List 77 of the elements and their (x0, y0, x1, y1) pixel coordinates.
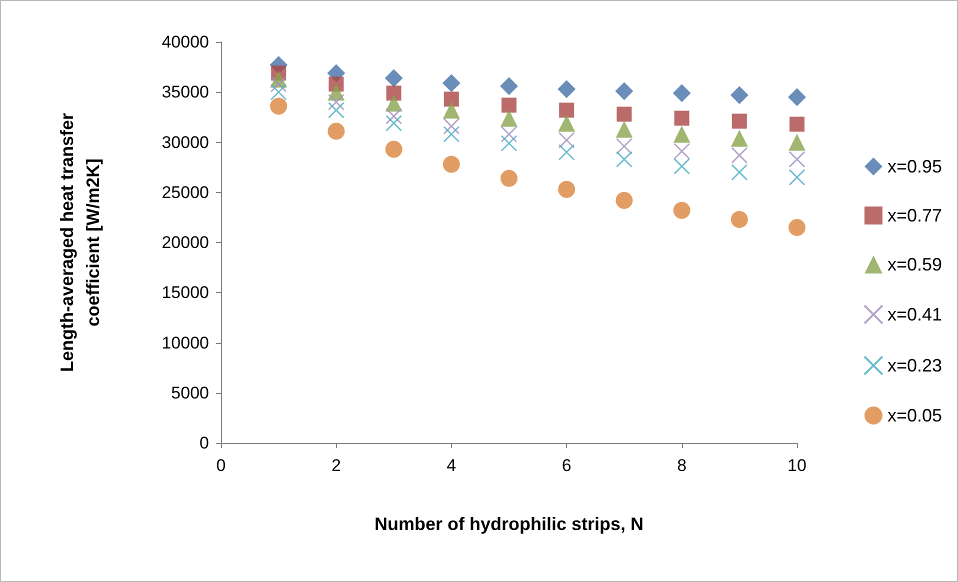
point (616, 192, 633, 209)
point (328, 102, 344, 118)
point (500, 77, 518, 96)
point (730, 130, 748, 147)
point (674, 143, 690, 160)
point (673, 126, 690, 143)
point (444, 92, 459, 107)
point (788, 169, 806, 186)
point (328, 122, 345, 140)
y-tick-label: 30000 (162, 132, 209, 152)
point (500, 126, 518, 142)
point (672, 84, 691, 102)
point (558, 132, 575, 148)
point (788, 151, 806, 168)
y-tick-label: 25000 (162, 182, 209, 202)
point (385, 140, 402, 158)
point (502, 98, 516, 113)
point (443, 118, 460, 134)
point (384, 69, 403, 88)
x-tick-label: 8 (677, 456, 687, 475)
point (500, 135, 518, 152)
point (615, 82, 634, 100)
legend-label: x=0.41 (887, 304, 942, 324)
point (386, 114, 402, 132)
point (730, 86, 748, 104)
point (386, 108, 402, 124)
point (559, 102, 574, 118)
x-tick-label: 0 (216, 456, 226, 475)
point (270, 84, 287, 100)
point (616, 151, 632, 168)
point (732, 114, 747, 129)
x-tick-label: 6 (562, 456, 572, 475)
y-tick-label: 5000 (171, 383, 209, 402)
point (731, 147, 748, 164)
x-tick-label: 10 (788, 456, 806, 475)
legend-label: x=0.95 (887, 156, 942, 176)
point (730, 210, 748, 228)
point (674, 110, 690, 126)
x-tick-label: 4 (446, 456, 456, 475)
point (270, 98, 288, 115)
point (558, 80, 576, 98)
point (788, 218, 806, 236)
point (443, 126, 460, 142)
point (616, 138, 632, 155)
point (442, 156, 460, 173)
y-tick-label: 15000 (162, 283, 209, 302)
x-axis-title: Number of hydrophilic strips, N (374, 514, 644, 534)
point (328, 94, 344, 110)
y-tick-label: 40000 (162, 32, 209, 52)
point (442, 74, 460, 92)
y-tick-label: 20000 (162, 233, 209, 252)
point (386, 86, 402, 101)
point (731, 164, 748, 181)
point (385, 94, 402, 112)
point (558, 180, 576, 198)
point (270, 76, 287, 92)
legend-label: x=0.05 (887, 406, 942, 426)
legend-label: x=0.23 (887, 356, 942, 376)
y-tick-label: 35000 (162, 82, 209, 102)
y-axis-title: Length-averaged heat transfer coefficient [W/m2K] (57, 112, 103, 372)
point (558, 144, 575, 161)
y-tick-label: 0 (200, 434, 209, 452)
point (442, 102, 460, 119)
point (558, 114, 576, 132)
y-tick-label: 10000 (162, 333, 209, 352)
point (788, 88, 806, 106)
point (790, 116, 804, 132)
point (500, 170, 518, 187)
point (673, 202, 690, 219)
point (616, 106, 632, 122)
point (500, 110, 518, 127)
point (616, 120, 633, 138)
x-tick-label: 2 (331, 456, 341, 475)
point (788, 134, 806, 151)
legend-label: x=0.59 (887, 254, 942, 274)
point (674, 158, 690, 175)
legend-label: x=0.77 (887, 206, 942, 226)
